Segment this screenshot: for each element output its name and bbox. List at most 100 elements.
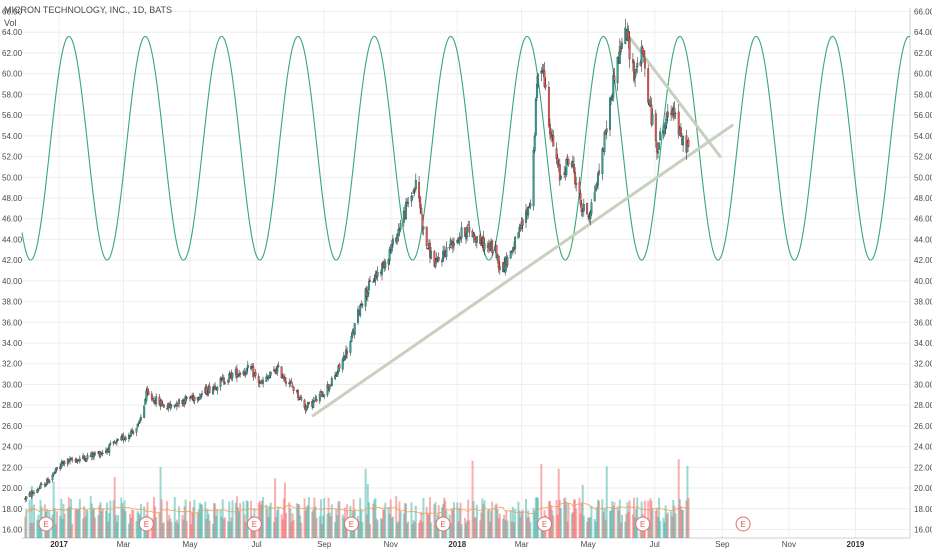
volume-bar [403,503,406,538]
volume-bar [624,521,627,538]
volume-bar [196,512,199,538]
volume-bar [246,501,249,538]
candle-body [276,366,279,373]
volume-bar [364,468,367,538]
volume-bar [280,514,283,538]
volume-bar [328,512,331,538]
y-tick-label: 40.00 [2,277,23,286]
volume-bar [345,521,347,538]
candle-body [338,364,341,369]
volume-bar [468,520,471,538]
volume-bar [221,499,224,538]
earnings-marker[interactable] [343,516,359,532]
volume-bar [609,510,611,538]
candle-body [598,170,601,174]
volume-bar [330,504,333,538]
volume-bar [496,509,499,538]
candle-body [223,382,226,384]
y-tick-label: 28.00 [914,401,932,410]
volume-bar [136,511,139,538]
volume-bar [570,513,573,538]
candle-body [391,238,394,246]
volume-bar [520,511,523,538]
volume-bar [161,523,164,538]
candle-body [252,365,255,378]
volume-bar [518,510,521,538]
earnings-marker[interactable] [138,516,154,532]
volume-bar [433,504,436,538]
y-tick-label: 60.00 [2,70,23,79]
y-tick-label: 50.00 [914,173,932,182]
volume-bar [616,506,619,538]
y-axis-left: 16.00 18.00 20.00 22.00 24.00 26.00 28.00 30.00… [2,8,23,535]
candle-body [483,242,486,250]
candle-body [315,399,318,402]
earnings-marker[interactable] [635,516,651,532]
candle-body [328,386,331,390]
x-tick-label: Nov [782,540,796,549]
volume-bar [487,508,490,538]
y-tick-label: 48.00 [2,194,23,203]
x-tick-label: Jul [251,540,261,549]
candle-body [196,397,199,400]
candle-body [376,271,379,277]
volume-bar [298,504,301,538]
trendline [311,123,734,418]
candle-body [664,124,667,128]
volume-bar [234,502,237,538]
volume-bar [334,522,337,538]
volume-bar [207,514,210,538]
volume-bar [617,510,620,538]
candle-body [434,263,437,267]
volume-bar [657,517,659,538]
volume-bar [244,521,247,538]
volume-bar [295,503,298,538]
candle-body [603,132,606,152]
volume-bar [687,498,690,538]
earnings-marker[interactable] [38,516,54,532]
volume-bar [231,500,234,538]
volume-bar [513,522,515,538]
candle-body [609,97,611,130]
volume-bar [376,520,379,538]
y-axis-right: 16.00 18.00 20.00 22.00 24.00 26.00 28.00 30.00… [914,8,932,535]
volume-bar [654,510,657,538]
volume-bar [211,523,214,538]
volume-bar [472,501,475,538]
volume-bar [311,511,314,538]
candle-body [414,180,417,190]
candle-body [547,87,550,127]
volume-bar [335,508,338,538]
candle-body [399,223,402,230]
volume-bar [89,495,92,538]
volume-bar [658,497,661,538]
candle-body [605,128,608,133]
y-tick-label: 20.00 [2,484,23,493]
candle-body [495,244,498,259]
candle-body [527,206,530,216]
candle-body [153,400,155,403]
volume-bar [305,506,308,538]
volume-bar [154,506,157,538]
volume-bar [504,519,507,538]
earnings-marker[interactable] [735,516,751,532]
earnings-marker[interactable] [435,516,451,532]
candle-body [532,150,535,207]
candle-body [351,331,354,337]
y-tick-label: 48.00 [914,194,932,203]
volume-bar [373,499,376,538]
earnings-marker-label: E [43,520,48,529]
volume-bar [482,504,485,538]
volume-bar [269,502,272,538]
candle-body [199,394,202,399]
volume-bar [449,523,452,538]
chart-title: MICRON TECHNOLOGY, INC., 1D, BATS [4,5,173,15]
candle-body [138,419,141,422]
earnings-marker[interactable] [246,516,262,532]
earnings-marker[interactable] [537,516,553,532]
volume-bar [137,512,140,538]
volume-bar [312,509,315,538]
candle-body [359,305,362,316]
